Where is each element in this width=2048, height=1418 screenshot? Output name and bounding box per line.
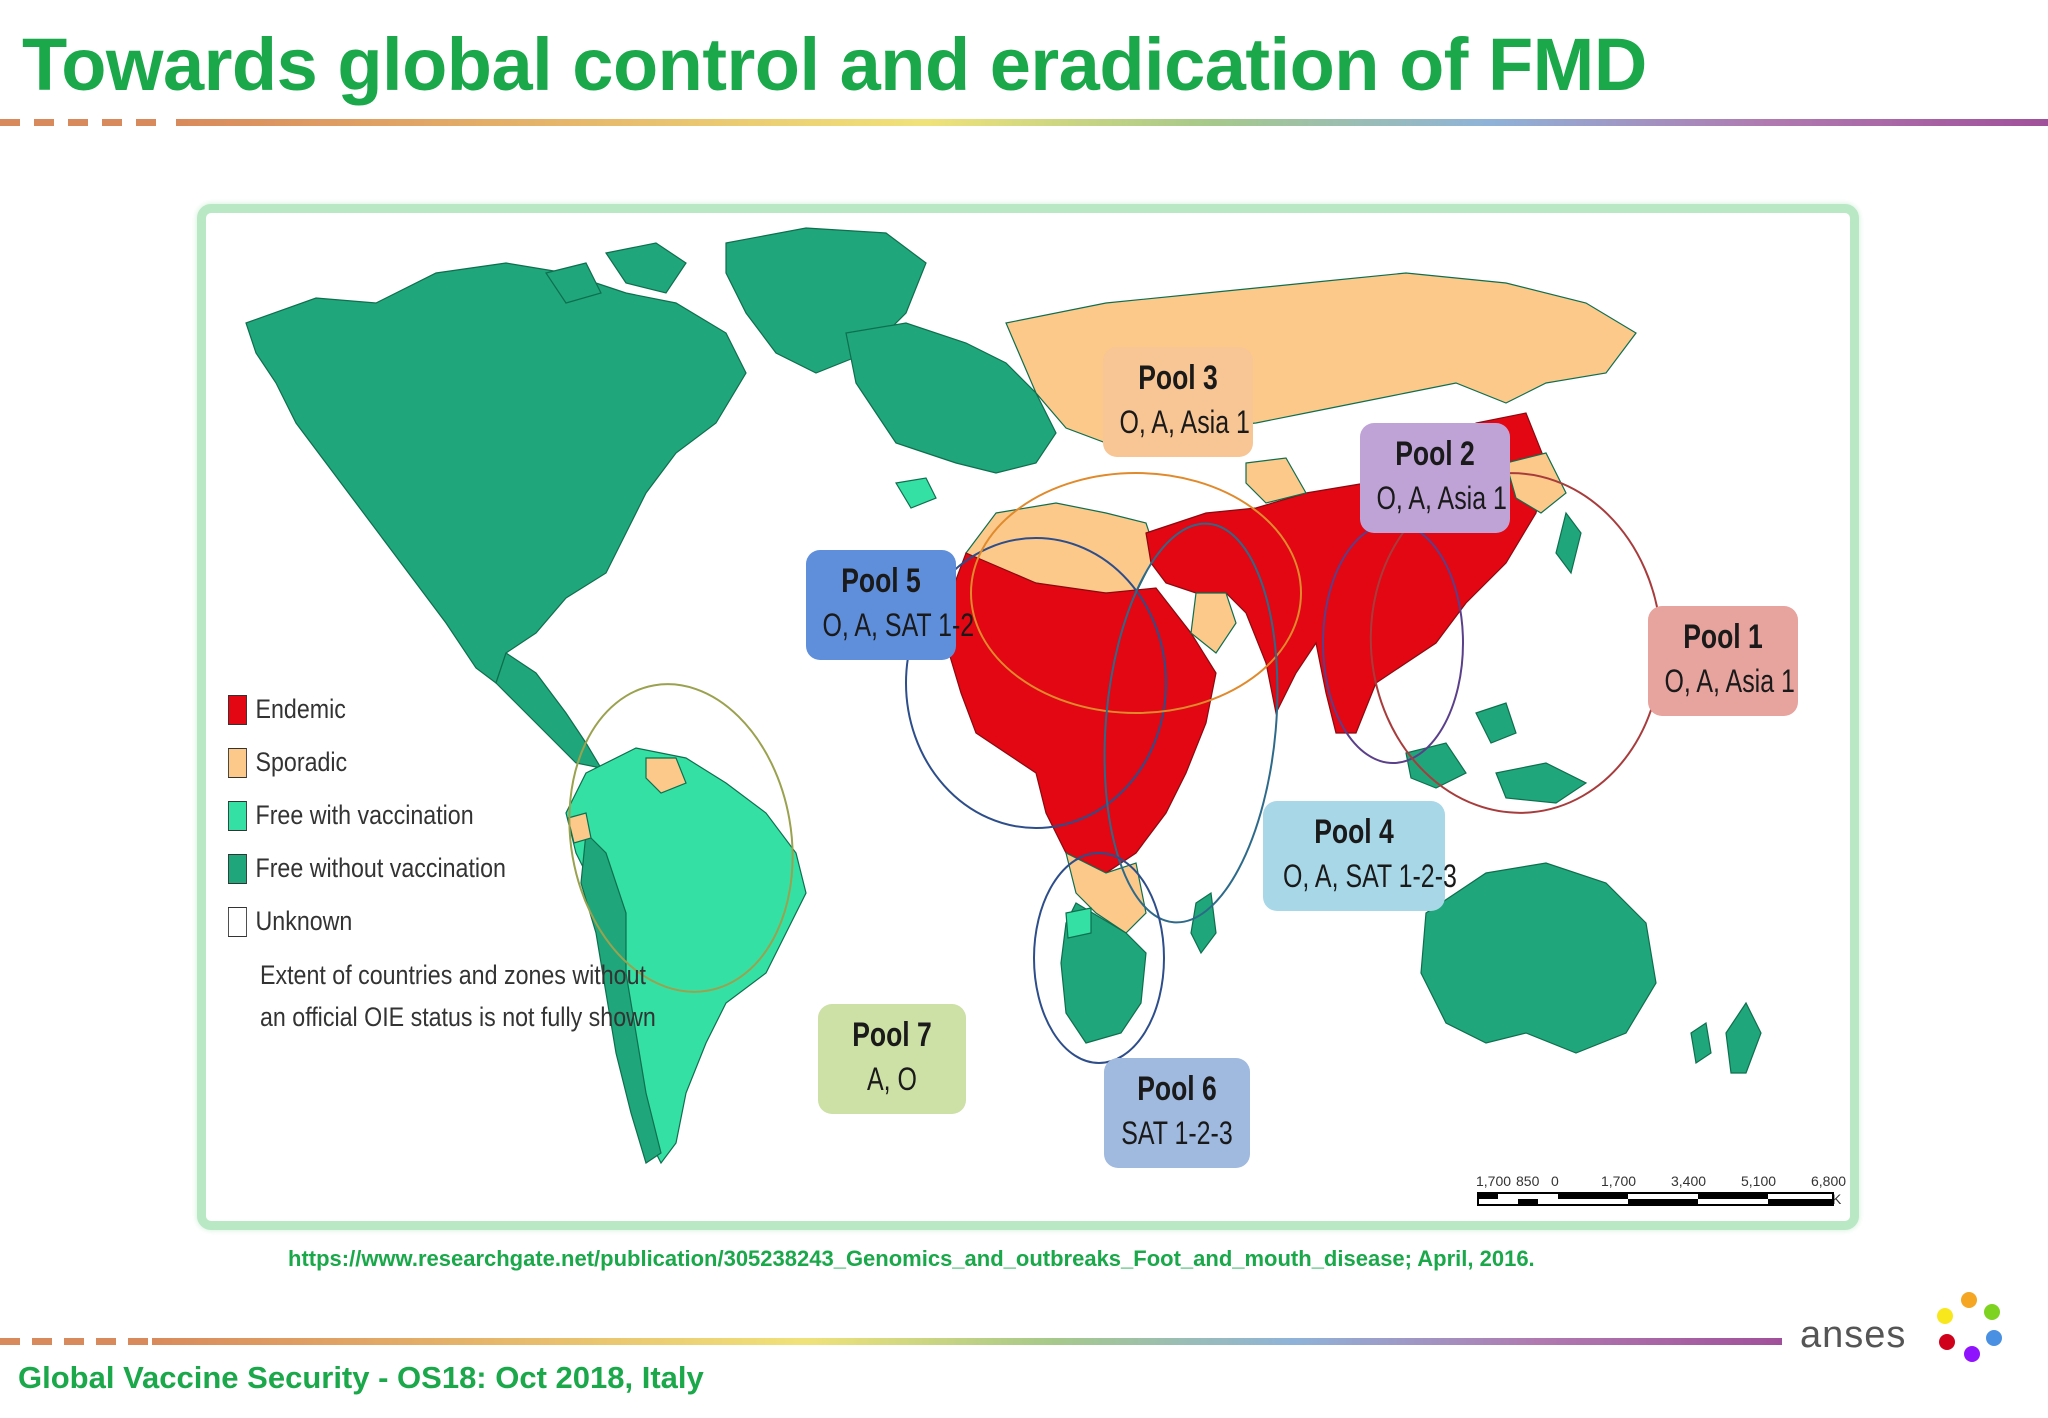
pool-name: Pool 6 xyxy=(1137,1070,1217,1108)
scale-label: 0 xyxy=(1551,1173,1559,1189)
map-scale-bar: 1,700 850 0 1,700 3,400 5,100 6,800 K xyxy=(1476,1173,1846,1209)
scale-label: 6,800 xyxy=(1811,1173,1847,1189)
legend-label: Unknown xyxy=(255,906,353,936)
fmd-world-map: Endemic Sporadic Free with vaccination F… xyxy=(197,204,1859,1230)
scale-label: 850 xyxy=(1516,1173,1540,1189)
pool-3-label: Pool 3 O, A, Asia 1 xyxy=(1103,347,1253,457)
legend-item-sporadic: Sporadic xyxy=(228,736,589,789)
scale-label: 1,700 xyxy=(1476,1173,1512,1189)
legend-item-free-with-vaccination: Free with vaccination xyxy=(228,789,589,842)
legend-label: Sporadic xyxy=(255,747,348,777)
swatch-free-without-vaccination xyxy=(228,853,247,884)
slide-title: Towards global control and eradication o… xyxy=(22,23,1647,106)
legend-label: Free with vaccination xyxy=(255,800,474,830)
scale-label: 1,700 xyxy=(1601,1173,1637,1189)
legend-label: Free without vaccination xyxy=(255,853,506,883)
map-legend: Endemic Sporadic Free with vaccination F… xyxy=(228,683,656,1038)
scale-label: 5,100 xyxy=(1741,1173,1777,1189)
africa-region xyxy=(945,502,1217,1044)
legend-item-unknown: Unknown xyxy=(228,895,589,948)
legend-note-line-1: Extent of countries and zones without xyxy=(260,960,646,990)
pool-types: O, A, Asia 1 xyxy=(1119,404,1250,440)
pool-4-label: Pool 4 O, A, SAT 1-2-3 xyxy=(1263,801,1457,911)
top-dashed-rule xyxy=(0,119,170,126)
scale-unit: K xyxy=(1832,1191,1842,1207)
scale-label: 3,400 xyxy=(1671,1173,1707,1189)
swatch-unknown xyxy=(228,906,247,937)
bottom-gradient-rule xyxy=(152,1338,1782,1345)
pool-7-ellipse xyxy=(568,683,794,993)
scale-bar-graphic xyxy=(1477,1192,1834,1206)
logo-text: anses xyxy=(1800,1314,1907,1356)
slide-footer: Global Vaccine Security - OS18: Oct 2018… xyxy=(18,1360,704,1395)
anses-logo-icon xyxy=(1937,1292,2002,1362)
pool-types: SAT 1-2-3 xyxy=(1121,1115,1233,1151)
pool-7-label: Pool 7 A, O xyxy=(818,1004,966,1114)
swatch-sporadic xyxy=(228,747,247,778)
pool-types: O, A, SAT 1-2 xyxy=(822,607,975,643)
pool-types: O, A, Asia 1 xyxy=(1664,663,1795,699)
swatch-free-with-vaccination xyxy=(228,800,247,831)
pool-name: Pool 1 xyxy=(1683,618,1763,656)
top-gradient-rule xyxy=(176,119,2048,126)
pool-5-ellipse xyxy=(905,537,1167,829)
oceania-region xyxy=(1405,702,1762,1074)
bottom-dashed-rule xyxy=(0,1338,150,1345)
pool-name: Pool 4 xyxy=(1314,813,1394,851)
pool-6-ellipse xyxy=(1033,852,1165,1064)
pool-name: Pool 2 xyxy=(1395,435,1475,473)
world-map-svg xyxy=(245,227,1762,1165)
pool-6-label: Pool 6 SAT 1-2-3 xyxy=(1104,1058,1250,1168)
pool-name: Pool 3 xyxy=(1138,359,1218,397)
legend-label: Endemic xyxy=(255,694,346,724)
pool-name: Pool 7 xyxy=(852,1016,932,1054)
south-america-region xyxy=(565,747,807,1165)
legend-item-endemic: Endemic xyxy=(228,683,589,736)
legend-note-line-2: an official OIE status is not fully show… xyxy=(260,1002,656,1032)
pool-5-label: Pool 5 O, A, SAT 1-2 xyxy=(806,550,975,660)
swatch-endemic xyxy=(228,694,247,725)
pool-types: O, A, SAT 1-2-3 xyxy=(1283,858,1457,894)
pool-types: A, O xyxy=(867,1061,917,1097)
legend-item-free-without-vaccination: Free without vaccination xyxy=(228,842,589,895)
pool-name: Pool 5 xyxy=(841,562,921,600)
pool-4-ellipse xyxy=(1103,522,1279,924)
pool-3-ellipse xyxy=(970,472,1302,714)
source-citation: https://www.researchgate.net/publication… xyxy=(288,1246,1535,1271)
pool-1-label: Pool 1 O, A, Asia 1 xyxy=(1648,606,1798,716)
pool-types: O, A, Asia 1 xyxy=(1376,480,1507,516)
legend-note: Extent of countries and zones without an… xyxy=(260,954,656,1038)
pool-2-label: Pool 2 O, A, Asia 1 xyxy=(1360,423,1510,533)
anses-logo: anses xyxy=(1800,1290,2010,1370)
